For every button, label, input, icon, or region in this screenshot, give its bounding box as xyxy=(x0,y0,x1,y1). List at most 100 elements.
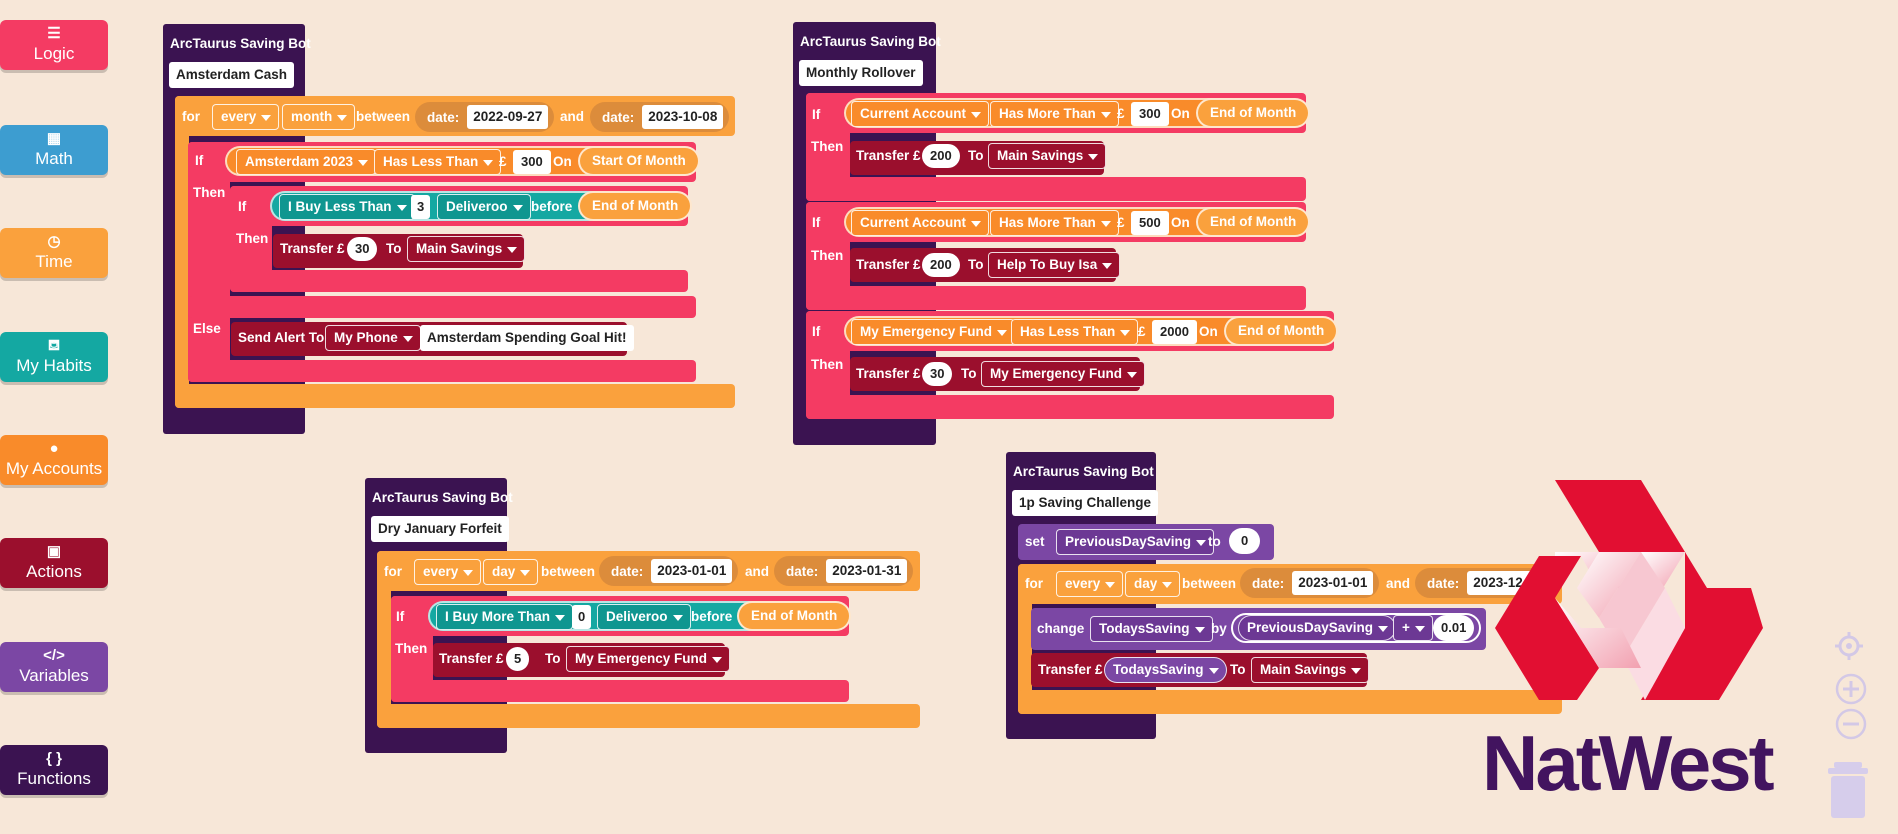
category-label: Time xyxy=(35,252,73,271)
date-value[interactable]: 2023-01-31 xyxy=(826,559,908,583)
period-dropdown[interactable]: day xyxy=(483,559,539,585)
merchant-dropdown[interactable]: Deliveroo xyxy=(437,194,531,220)
if-else-mid xyxy=(188,296,696,318)
natwest-wordmark: NatWest xyxy=(1482,719,1775,807)
category-my-habits[interactable]: ⛾ My Habits xyxy=(0,332,108,382)
to-label: To xyxy=(968,257,984,272)
frequency-dropdown[interactable]: every xyxy=(1056,571,1124,597)
currency-label: £ xyxy=(1138,324,1146,339)
by-label: by xyxy=(1211,621,1227,636)
date-label: date: xyxy=(602,109,635,125)
transfer-amount[interactable]: 30 xyxy=(922,362,953,386)
bot-name-field[interactable]: 1p Saving Challenge xyxy=(1012,490,1159,516)
zoom-out-icon[interactable] xyxy=(1835,708,1867,740)
if-label: If xyxy=(238,199,247,214)
for-loop-foot xyxy=(175,384,735,408)
end-date-picker[interactable]: date: 2023-10-08 xyxy=(590,102,730,132)
increment-field[interactable]: 0.01 xyxy=(1433,615,1475,641)
transfer-amount[interactable]: 30 xyxy=(347,237,378,261)
set-value-field[interactable]: 0 xyxy=(1229,528,1261,554)
bot-name-field[interactable]: Dry January Forfeit xyxy=(371,516,509,542)
variable-dropdown[interactable]: PreviousDaySaving xyxy=(1056,529,1215,555)
transfer-amount[interactable]: 200 xyxy=(922,144,960,168)
variable-dropdown[interactable]: TodaysSaving xyxy=(1090,616,1213,642)
amount-field[interactable]: 300 xyxy=(1131,102,1169,126)
zoom-in-icon[interactable] xyxy=(1835,673,1867,705)
variable-dropdown[interactable]: TodaysSaving xyxy=(1104,657,1227,683)
destination-dropdown[interactable]: My Emergency Fund xyxy=(981,361,1146,387)
start-date-picker[interactable]: date: 2023-01-01 xyxy=(599,556,739,586)
timing-pill[interactable]: End of Month xyxy=(1196,207,1311,237)
on-label: On xyxy=(1171,106,1190,121)
category-variables[interactable]: </> Variables xyxy=(0,642,108,692)
category-logic[interactable]: ☰ Logic xyxy=(0,20,108,70)
date-value[interactable]: 2023-01-01 xyxy=(1292,571,1374,595)
timing-pill[interactable]: Start Of Month xyxy=(578,146,700,176)
date-value[interactable]: 2023-10-08 xyxy=(642,105,724,129)
timing-pill[interactable]: End of Month xyxy=(1196,98,1311,128)
frequency-dropdown[interactable]: every xyxy=(212,104,280,130)
bot-title: ArcTaurus Saving Bot xyxy=(170,36,311,51)
count-field[interactable]: 0 xyxy=(572,605,592,629)
timing-pill[interactable]: End of Month xyxy=(578,191,693,221)
for-loop-foot xyxy=(1018,690,1562,714)
comparison-dropdown[interactable]: Has More Than xyxy=(990,210,1119,236)
if-label: If xyxy=(195,153,204,168)
start-date-picker[interactable]: date: 2022-09-27 xyxy=(415,102,555,132)
transfer-label: Transfer £ xyxy=(856,257,921,272)
then-label: Then xyxy=(811,357,844,372)
end-date-picker[interactable]: date: 2023-01-31 xyxy=(774,556,914,586)
merchant-dropdown[interactable]: Deliveroo xyxy=(597,604,691,630)
category-time[interactable]: ◷ Time xyxy=(0,228,108,278)
destination-dropdown[interactable]: Main Savings xyxy=(988,143,1107,169)
amount-field[interactable]: 2000 xyxy=(1152,320,1197,344)
for-loop-arm xyxy=(377,551,391,728)
destination-dropdown[interactable]: My Emergency Fund xyxy=(566,646,731,672)
comparison-dropdown[interactable]: Has Less Than xyxy=(374,149,502,175)
bot-name-field[interactable]: Amsterdam Cash xyxy=(169,62,295,88)
recenter-icon[interactable] xyxy=(1833,630,1865,662)
category-math[interactable]: ▦ Math xyxy=(0,125,108,175)
destination-dropdown[interactable]: Main Savings xyxy=(1251,657,1370,683)
logic-icon: ☰ xyxy=(47,25,61,42)
then-label: Then xyxy=(193,185,226,200)
amount-field[interactable]: 500 xyxy=(1131,211,1169,235)
destination-dropdown[interactable]: Main Savings xyxy=(407,236,526,262)
category-functions[interactable]: { } Functions xyxy=(0,745,108,795)
bot-title: ArcTaurus Saving Bot xyxy=(372,490,513,505)
category-label: Functions xyxy=(17,769,91,788)
account-dropdown[interactable]: Amsterdam 2023 xyxy=(236,149,377,175)
comparison-dropdown[interactable]: Has Less Than xyxy=(1011,319,1139,345)
frequency-dropdown[interactable]: every xyxy=(414,559,482,585)
count-field[interactable]: 3 xyxy=(411,195,431,219)
category-my-accounts[interactable]: ● My Accounts xyxy=(0,435,108,485)
account-dropdown[interactable]: Current Account xyxy=(851,101,990,127)
period-dropdown[interactable]: day xyxy=(1125,571,1181,597)
bot-name-field[interactable]: Monthly Rollover xyxy=(799,60,923,86)
timing-pill[interactable]: End of Month xyxy=(1224,316,1339,346)
date-value[interactable]: 2022-09-27 xyxy=(467,105,549,129)
transfer-amount[interactable]: 5 xyxy=(506,647,530,671)
device-dropdown[interactable]: My Phone xyxy=(325,325,421,351)
date-label: date: xyxy=(786,563,819,579)
period-dropdown[interactable]: month xyxy=(282,104,356,130)
alert-message-field[interactable]: Amsterdam Spending Goal Hit! xyxy=(420,325,634,351)
to-label: To xyxy=(1230,662,1246,677)
account-dropdown[interactable]: Current Account xyxy=(851,210,990,236)
habit-dropdown[interactable]: I Buy Less Than xyxy=(279,194,415,220)
destination-dropdown[interactable]: Help To Buy Isa xyxy=(988,252,1121,278)
source-variable-dropdown[interactable]: PreviousDaySaving xyxy=(1238,615,1397,641)
habit-dropdown[interactable]: I Buy More Than xyxy=(436,604,574,630)
category-actions[interactable]: ▣ Actions xyxy=(0,538,108,588)
set-label: set xyxy=(1025,534,1045,549)
amount-field[interactable]: 300 xyxy=(513,150,551,174)
transfer-amount[interactable]: 200 xyxy=(922,253,960,277)
timing-pill[interactable]: End of Month xyxy=(737,601,852,631)
comparison-dropdown[interactable]: Has More Than xyxy=(990,101,1119,127)
operator-dropdown[interactable]: + xyxy=(1393,615,1433,641)
trash-icon[interactable] xyxy=(1826,760,1870,820)
clock-icon: ◷ xyxy=(47,233,61,250)
start-date-picker[interactable]: date: 2023-01-01 xyxy=(1240,568,1380,598)
account-dropdown[interactable]: My Emergency Fund xyxy=(851,319,1016,345)
date-value[interactable]: 2023-01-01 xyxy=(651,559,733,583)
